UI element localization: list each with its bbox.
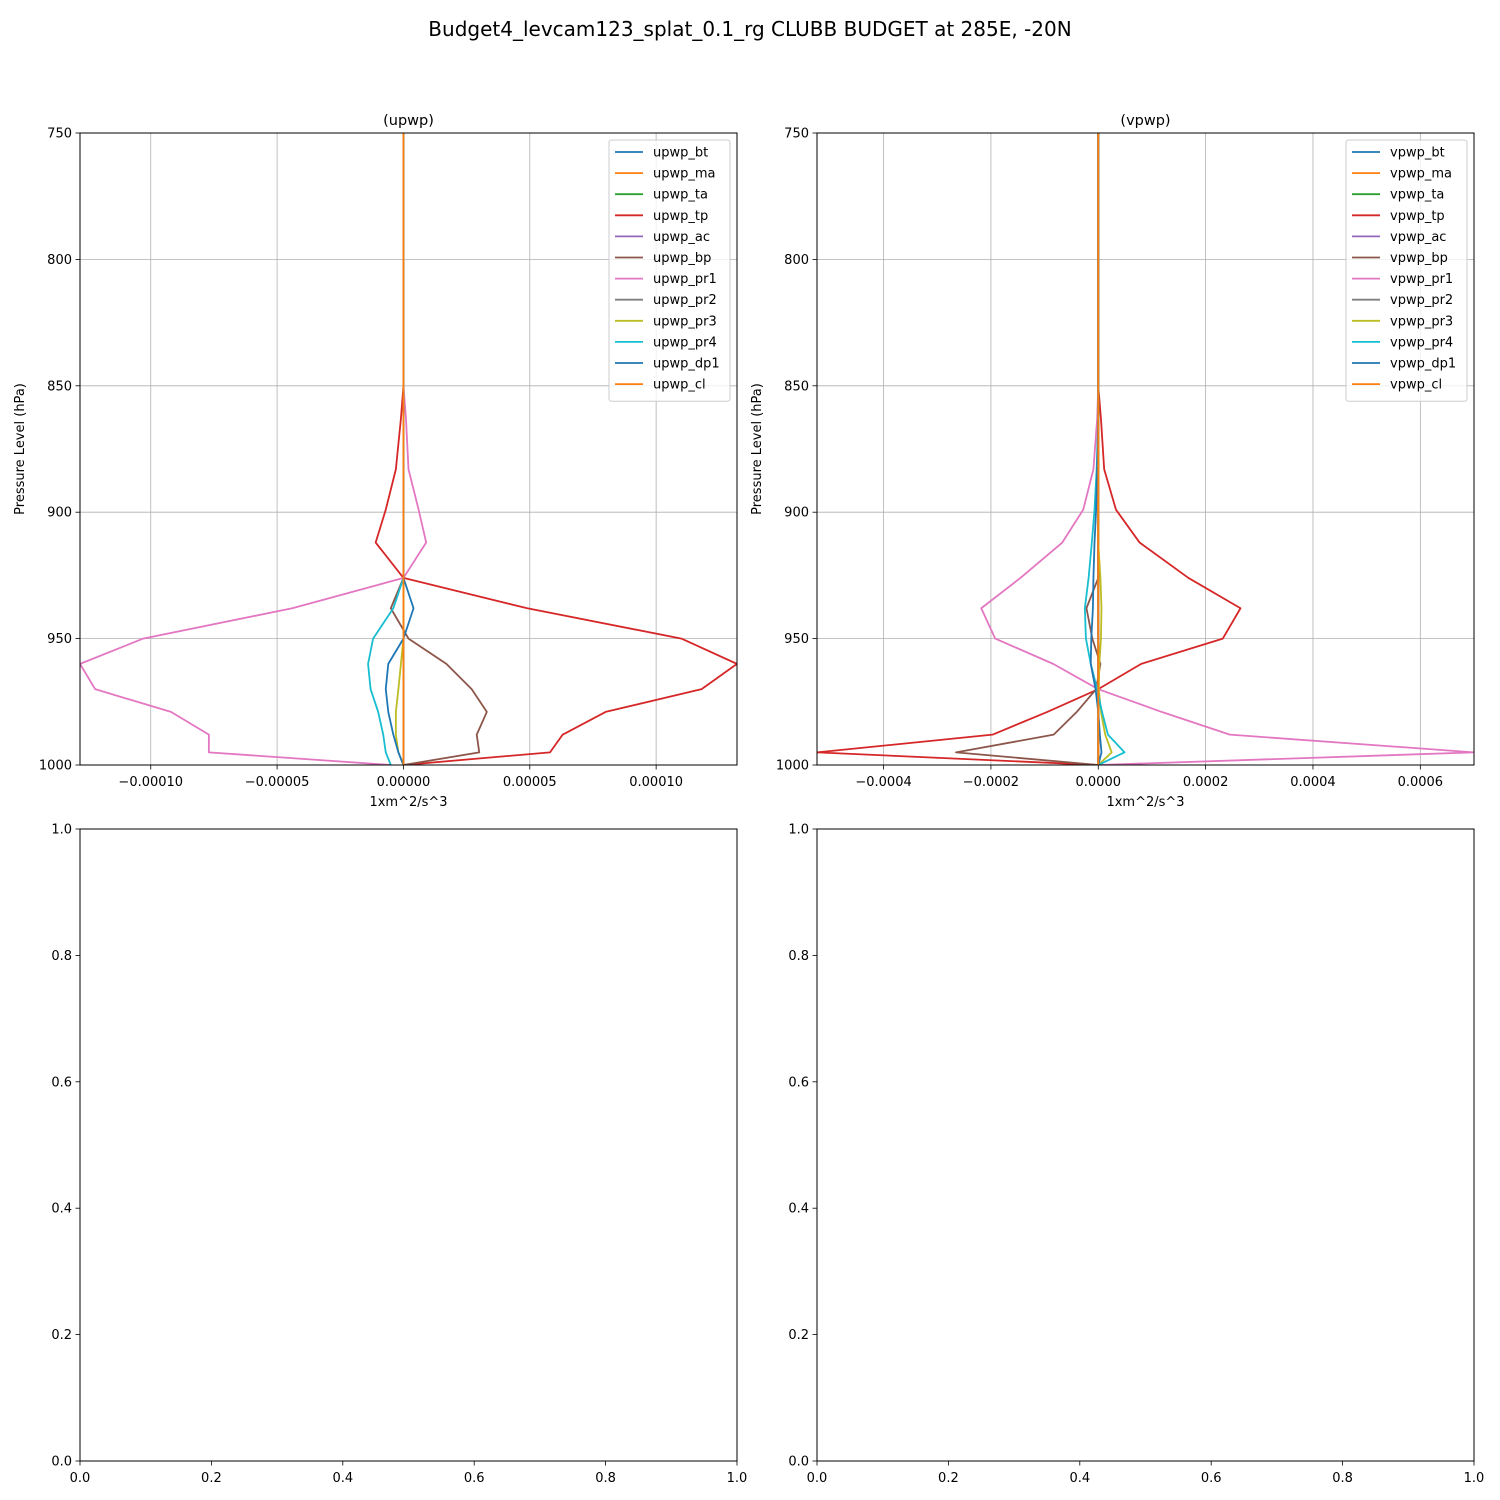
y-axis-label: Pressure Level (hPa) bbox=[750, 383, 765, 515]
legend-label-vpwp_pr2: vpwp_pr2 bbox=[1390, 293, 1453, 308]
y-tick-label: 900 bbox=[784, 506, 809, 521]
legend-label-vpwp_dp1: vpwp_dp1 bbox=[1390, 357, 1456, 372]
subplot-title: (upwp) bbox=[383, 113, 434, 129]
figure-title: Budget4_levcam123_splat_0.1_rg CLUBB BUD… bbox=[428, 17, 1071, 41]
y-tick-label: 0.4 bbox=[51, 1202, 72, 1217]
series-group bbox=[80, 133, 737, 765]
legend-label-upwp_dp1: upwp_dp1 bbox=[653, 357, 720, 372]
y-tick-label: 750 bbox=[784, 127, 809, 142]
legend-label-upwp_pr3: upwp_pr3 bbox=[653, 314, 717, 329]
legend-label-upwp_cl: upwp_cl bbox=[653, 378, 706, 393]
y-tick-label: 1000 bbox=[776, 759, 809, 774]
y-tick-label: 0.0 bbox=[51, 1455, 72, 1470]
y-tick-label: 750 bbox=[47, 127, 72, 142]
legend-label-upwp_pr2: upwp_pr2 bbox=[653, 293, 717, 308]
series-line-vpwp_tp bbox=[817, 133, 1242, 765]
y-tick-label: 1000 bbox=[39, 759, 72, 774]
x-tick-label: 0.4 bbox=[1069, 1471, 1090, 1486]
x-tick-label: −0.0002 bbox=[963, 775, 1019, 790]
y-tick-label: 1.0 bbox=[788, 823, 809, 838]
series-group bbox=[817, 133, 1474, 765]
legend-label-upwp_tp: upwp_tp bbox=[653, 209, 708, 224]
subplot-4: 0.0 0.2 0.4 0.6 0.8 1.0 0.0 0.2 0.4 0.6 0.8 1.0 bbox=[788, 823, 1484, 1487]
legend-label-upwp_ta: upwp_ta bbox=[653, 188, 708, 203]
x-tick-label: −0.00010 bbox=[118, 775, 183, 790]
x-axis-label: 1xm^2/s^3 bbox=[1106, 795, 1184, 810]
x-tick-label: 0.8 bbox=[1332, 1471, 1353, 1486]
series-line-upwp_pr1 bbox=[80, 133, 428, 765]
axes-frame bbox=[816, 132, 1475, 766]
y-tick-label: 850 bbox=[784, 379, 809, 394]
legend-label-vpwp_cl: vpwp_cl bbox=[1390, 378, 1442, 393]
subplot-2: −0.0004 −0.0002 0.0000 0.0002 0.0004 0.0006 75… bbox=[750, 113, 1475, 810]
legend-label-upwp_ma: upwp_ma bbox=[653, 167, 716, 182]
y-axis-label: Pressure Level (hPa) bbox=[13, 383, 28, 515]
x-tick-label: 0.0 bbox=[70, 1471, 91, 1486]
x-tick-label: 0.00005 bbox=[503, 775, 557, 790]
legend-label-upwp_pr4: upwp_pr4 bbox=[653, 335, 717, 350]
x-tick-label: −0.0004 bbox=[855, 775, 911, 790]
y-tick-label: 0.6 bbox=[788, 1075, 809, 1090]
axes-frame bbox=[79, 828, 738, 1462]
x-tick-label: −0.00005 bbox=[245, 775, 310, 790]
y-tick-label: 950 bbox=[784, 632, 809, 647]
legend-label-upwp_pr1: upwp_pr1 bbox=[653, 272, 717, 287]
legend-label-vpwp_ac: vpwp_ac bbox=[1390, 230, 1446, 245]
y-tick-label: 0.0 bbox=[788, 1455, 809, 1470]
legend-label-vpwp_ta: vpwp_ta bbox=[1390, 188, 1444, 203]
legend: upwp_bt upwp_ma upwp_ta upwp_tp upwp_ac upwp_… bbox=[608, 139, 731, 402]
y-tick-label: 1.0 bbox=[51, 823, 72, 838]
x-tick-label: 0.4 bbox=[332, 1471, 353, 1486]
y-tick-label: 800 bbox=[47, 253, 72, 268]
subplot-3: 0.0 0.2 0.4 0.6 0.8 1.0 0.0 0.2 0.4 0.6 0.8 1.0 bbox=[51, 823, 747, 1487]
x-tick-label: 0.2 bbox=[201, 1471, 222, 1486]
x-tick-label: 0.0006 bbox=[1398, 775, 1444, 790]
legend-label-upwp_bp: upwp_bp bbox=[653, 251, 711, 266]
x-tick-label: 0.8 bbox=[595, 1471, 616, 1486]
legend-frame bbox=[1345, 139, 1468, 402]
axes-frame bbox=[816, 828, 1475, 1462]
legend-label-vpwp_ma: vpwp_ma bbox=[1390, 167, 1452, 182]
y-tick-label: 950 bbox=[47, 632, 72, 647]
x-tick-label: 0.0000 bbox=[1076, 775, 1122, 790]
y-tick-label: 0.4 bbox=[788, 1202, 809, 1217]
x-tick-label: 0.00010 bbox=[629, 775, 683, 790]
legend: vpwp_bt vpwp_ma vpwp_ta vpwp_tp vpwp_ac vpwp_… bbox=[1345, 139, 1468, 402]
y-tick-label: 0.8 bbox=[51, 949, 72, 964]
subplot-title: (vpwp) bbox=[1120, 113, 1170, 129]
y-tick-label: 0.8 bbox=[788, 949, 809, 964]
y-tick-label: 800 bbox=[784, 253, 809, 268]
x-tick-label: 1.0 bbox=[1464, 1471, 1485, 1486]
subplot-1: −0.00010 −0.00005 0.00000 0.00005 0.00010 750… bbox=[13, 113, 738, 810]
x-tick-label: 0.0 bbox=[807, 1471, 828, 1486]
legend-label-vpwp_pr4: vpwp_pr4 bbox=[1390, 335, 1453, 350]
x-tick-label: 0.0002 bbox=[1183, 775, 1229, 790]
x-tick-label: 0.00000 bbox=[377, 775, 431, 790]
x-tick-label: 1.0 bbox=[727, 1471, 748, 1486]
legend-label-vpwp_bt: vpwp_bt bbox=[1390, 146, 1445, 161]
legend-label-vpwp_pr3: vpwp_pr3 bbox=[1390, 314, 1453, 329]
legend-frame bbox=[608, 139, 731, 402]
x-axis-label: 1xm^2/s^3 bbox=[369, 795, 447, 810]
series-line-upwp_tp bbox=[374, 133, 737, 765]
legend-label-vpwp_pr1: vpwp_pr1 bbox=[1390, 272, 1453, 287]
legend-label-vpwp_tp: vpwp_tp bbox=[1390, 209, 1445, 224]
axes-frame bbox=[79, 132, 738, 766]
legend-label-upwp_ac: upwp_ac bbox=[653, 230, 710, 245]
x-tick-label: 0.2 bbox=[938, 1471, 959, 1486]
y-tick-label: 0.2 bbox=[788, 1328, 809, 1343]
legend-label-vpwp_bp: vpwp_bp bbox=[1390, 251, 1448, 266]
y-tick-label: 0.6 bbox=[51, 1075, 72, 1090]
legend-label-upwp_bt: upwp_bt bbox=[653, 146, 708, 161]
x-tick-label: 0.6 bbox=[1201, 1471, 1222, 1486]
y-tick-label: 900 bbox=[47, 506, 72, 521]
y-tick-label: 0.2 bbox=[51, 1328, 72, 1343]
y-tick-label: 850 bbox=[47, 379, 72, 394]
x-tick-label: 0.6 bbox=[464, 1471, 485, 1486]
x-tick-label: 0.0004 bbox=[1290, 775, 1336, 790]
